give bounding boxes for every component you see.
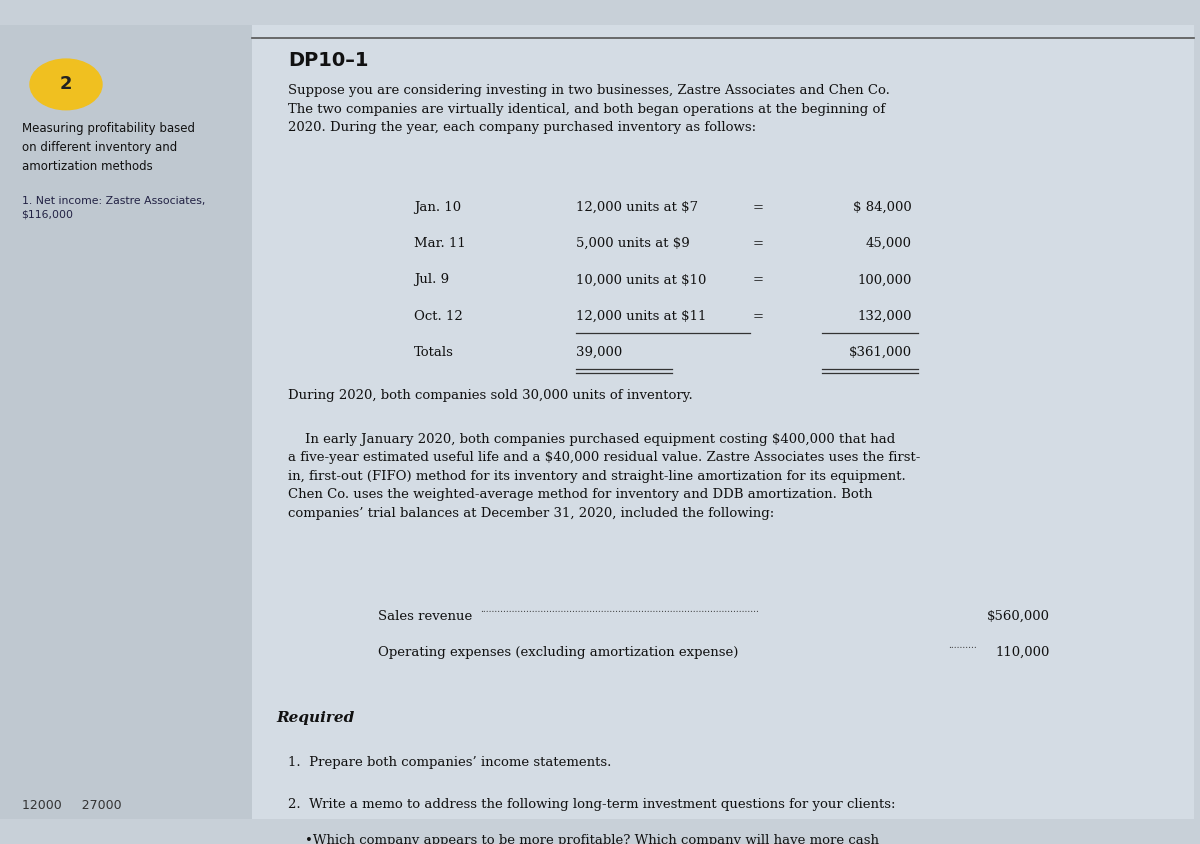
Text: •Which company appears to be more profitable? Which company will have more cash: •Which company appears to be more profit… bbox=[288, 834, 878, 844]
Text: 110,000: 110,000 bbox=[996, 646, 1050, 658]
Text: ................................................................................: ........................................… bbox=[480, 605, 758, 614]
Text: =: = bbox=[752, 310, 764, 322]
Text: Mar. 11: Mar. 11 bbox=[414, 237, 466, 250]
Text: $560,000: $560,000 bbox=[986, 610, 1050, 623]
Text: Suppose you are considering investing in two businesses, Zastre Associates and C: Suppose you are considering investing in… bbox=[288, 84, 890, 134]
Text: 132,000: 132,000 bbox=[858, 310, 912, 322]
Text: Jan. 10: Jan. 10 bbox=[414, 201, 461, 214]
Text: 12,000 units at $7: 12,000 units at $7 bbox=[576, 201, 698, 214]
Text: Sales revenue: Sales revenue bbox=[378, 610, 473, 623]
Text: 5,000 units at $9: 5,000 units at $9 bbox=[576, 237, 690, 250]
Text: Jul. 9: Jul. 9 bbox=[414, 273, 449, 286]
Text: ..........: .......... bbox=[948, 641, 977, 650]
FancyBboxPatch shape bbox=[252, 25, 1194, 819]
Text: 2: 2 bbox=[60, 75, 72, 94]
Text: Oct. 12: Oct. 12 bbox=[414, 310, 463, 322]
Text: In early January 2020, both companies purchased equipment costing $400,000 that : In early January 2020, both companies pu… bbox=[288, 433, 920, 520]
FancyBboxPatch shape bbox=[0, 25, 252, 819]
Text: =: = bbox=[752, 201, 764, 214]
Text: 1. Net income: Zastre Associates,
$116,000: 1. Net income: Zastre Associates, $116,0… bbox=[22, 196, 205, 219]
Text: 12,000 units at $11: 12,000 units at $11 bbox=[576, 310, 707, 322]
Text: 100,000: 100,000 bbox=[858, 273, 912, 286]
Text: During 2020, both companies sold 30,000 units of inventory.: During 2020, both companies sold 30,000 … bbox=[288, 389, 692, 402]
Text: 39,000: 39,000 bbox=[576, 346, 623, 359]
Text: Totals: Totals bbox=[414, 346, 454, 359]
Text: $ 84,000: $ 84,000 bbox=[853, 201, 912, 214]
Text: 10,000 units at $10: 10,000 units at $10 bbox=[576, 273, 707, 286]
Text: Required: Required bbox=[276, 711, 354, 726]
Text: 12000     27000: 12000 27000 bbox=[22, 799, 121, 812]
Text: =: = bbox=[752, 273, 764, 286]
Text: 45,000: 45,000 bbox=[866, 237, 912, 250]
Text: DP10–1: DP10–1 bbox=[288, 51, 368, 70]
Text: =: = bbox=[752, 237, 764, 250]
Text: 2.  Write a memo to address the following long-term investment questions for you: 2. Write a memo to address the following… bbox=[288, 798, 895, 811]
Text: $361,000: $361,000 bbox=[848, 346, 912, 359]
Text: Operating expenses (excluding amortization expense): Operating expenses (excluding amortizati… bbox=[378, 646, 738, 658]
Text: Measuring profitability based
on different inventory and
amortization methods: Measuring profitability based on differe… bbox=[22, 122, 194, 173]
Text: 1.  Prepare both companies’ income statements.: 1. Prepare both companies’ income statem… bbox=[288, 756, 611, 769]
Circle shape bbox=[30, 59, 102, 110]
